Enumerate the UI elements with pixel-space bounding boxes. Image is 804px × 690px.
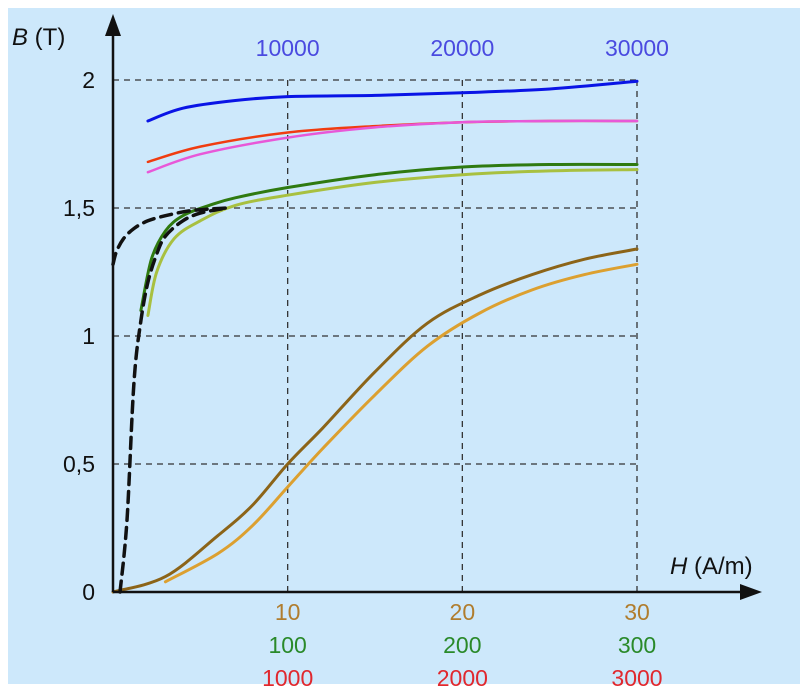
x-axis-variable: H [670,553,688,580]
x-tick-label-row-3: 1000 [262,665,313,690]
x-tick-label-row-2: 100 [268,632,306,658]
x-tick-label-top: 10000 [256,35,320,61]
series-line-7 [163,262,639,584]
grid-lines [113,79,638,592]
x-tick-label-row-1: 20 [450,599,476,625]
y-tick-label: 0,5 [63,451,95,477]
y-tick-label: 1 [82,323,95,349]
x-tick-label-top: 20000 [430,35,494,61]
y-axis-unit: (T) [28,24,65,51]
y-axis-variable: B [12,24,28,51]
x-tick-label-row-2: 200 [443,632,481,658]
series-line-9 [111,206,229,267]
series-line-6 [111,247,639,594]
x-axis-unit: (A/m) [687,553,752,580]
x-tick-label-row-1: 30 [624,599,650,625]
plot-background [8,8,800,684]
y-tick-label: 1,5 [63,195,95,221]
x-axis-arrow [740,584,762,600]
x-tick-label-row-2: 300 [618,632,656,658]
series-lines [111,79,639,594]
series-line-4 [139,162,639,312]
y-axis-title: B (T) [12,24,65,51]
tick-labels: 0 0,5 1 1,5 2 10 20 30 100 200 300 1000 2000 3000 1000… [63,35,669,690]
series-line-1 [146,79,639,123]
x-tick-label-top: 30000 [605,35,669,61]
y-tick-label: 0 [82,579,95,605]
x-tick-label-row-3: 2000 [437,665,488,690]
x-axis-title: H (A/m) [670,553,753,580]
series-line-8 [118,206,229,594]
series-line-5 [146,168,639,317]
y-axis-arrow [105,14,121,36]
y-tick-label: 2 [82,67,95,93]
x-tick-label-row-3: 3000 [611,665,662,690]
x-tick-label-row-1: 10 [275,599,301,625]
series-line-3 [146,119,639,174]
